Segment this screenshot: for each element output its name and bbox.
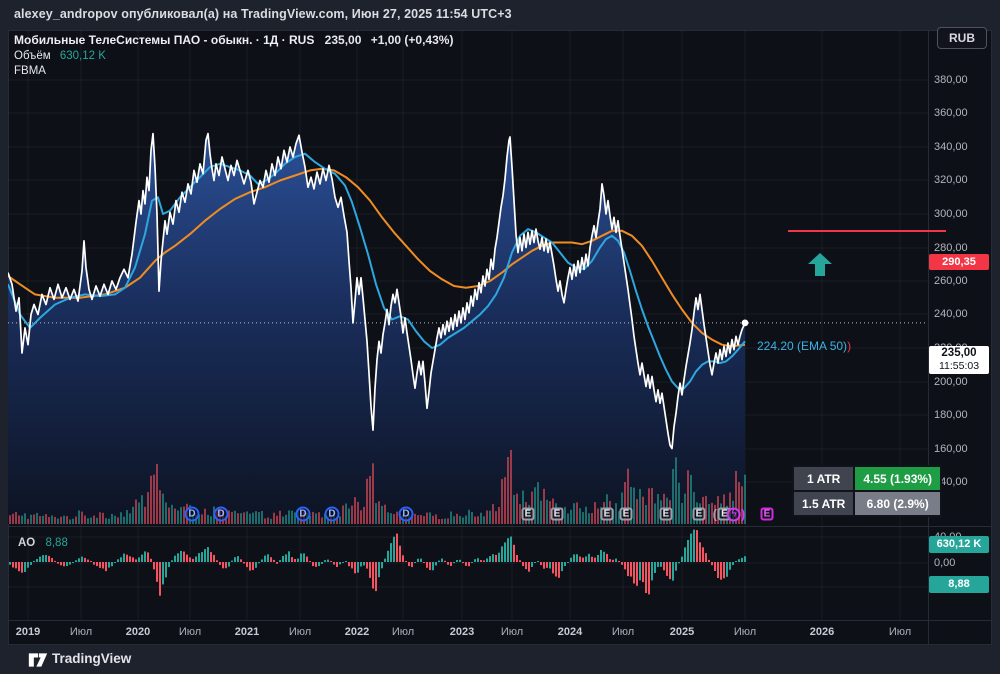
price-axis[interactable]: −40,000,0040,00140,00160,00180,00200,002… (929, 30, 992, 645)
dividend-marker[interactable]: D (295, 506, 311, 522)
tradingview-logo-text[interactable]: TradingView (52, 651, 132, 666)
time-tick-2020: 2020 (125, 626, 151, 638)
ema-extra-paren: ) (847, 339, 852, 353)
close-paren: ) (741, 506, 746, 522)
earnings-upcoming-marker[interactable]: ( E ϟ ) (713, 507, 746, 522)
earnings-marker[interactable]: E (692, 507, 706, 521)
current-price-label: 235,00 11:55:03 (929, 346, 989, 374)
price-tick: 360,00 (934, 107, 968, 119)
time-tick-Июл: Июл (178, 626, 202, 638)
ema-value-text: 224.20 (EMA 50) (757, 339, 848, 353)
price-area-fill (8, 133, 745, 524)
time-tick-2025: 2025 (669, 626, 695, 638)
volume-axis-label: 630,12 K (929, 536, 989, 553)
ao-histogram (9, 529, 746, 596)
publisher-text: alexey_andropov опубликовал(а) на Tradin… (14, 7, 512, 21)
price-tick: 140,00 (934, 476, 968, 488)
time-tick-Июл: Июл (288, 626, 312, 638)
legend-title-row: Мобильные ТелеСистемы ПАО - обыкн. · 1Д … (14, 33, 453, 47)
price-tick: 280,00 (934, 242, 968, 254)
atr1-label: 1 ATR (794, 467, 854, 490)
publisher-bar: alexey_andropov опубликовал(а) на Tradin… (0, 0, 1000, 30)
pane-separator[interactable] (8, 526, 992, 527)
price-axis-separator (928, 30, 929, 645)
atr15-label: 1.5 ATR (794, 492, 854, 515)
price-chart-canvas[interactable] (8, 30, 928, 620)
current-price-value: 235,00 (941, 347, 977, 359)
open-paren: ( (712, 506, 717, 522)
earnings-next-marker[interactable]: E (760, 507, 774, 521)
ao-pane-legend: AO 8,88 (18, 537, 68, 549)
ema-floating-label: 224.20 (EMA 50)) (757, 339, 851, 353)
earnings-marker[interactable]: E (600, 507, 614, 521)
ao-axis-label: 8,88 (929, 576, 989, 593)
lightning-icon: ϟ (727, 507, 741, 521)
dividend-marker[interactable]: D (398, 506, 414, 522)
time-tick-Июл: Июл (733, 626, 757, 638)
atr15-value: 6.80 (2.9%) (855, 492, 941, 515)
price-tick: 320,00 (934, 174, 968, 186)
dividend-marker[interactable]: D (213, 506, 229, 522)
volume-label[interactable]: Объём (14, 50, 51, 62)
time-tick-2024: 2024 (557, 626, 583, 638)
price-tick: 200,00 (934, 376, 968, 388)
attribution-bar: TradingView (0, 645, 1000, 674)
ema-slow-line (8, 167, 746, 348)
price-tick: 380,00 (934, 74, 968, 86)
atr-row-1: 1 ATR 4.55 (1.93%) (794, 467, 941, 490)
legend-indicator-fbma[interactable]: FBMA (14, 65, 46, 77)
earnings-marker[interactable]: E (619, 507, 633, 521)
volume-value: 630,12 K (59, 50, 106, 62)
time-tick-Июл: Июл (391, 626, 415, 638)
earnings-marker[interactable]: E (521, 507, 535, 521)
chart-legend: Мобильные ТелеСистемы ПАО - обыкн. · 1Д … (14, 33, 453, 77)
last-price-dot (741, 319, 749, 327)
time-tick-2022: 2022 (344, 626, 370, 638)
earnings-marker[interactable]: E (550, 507, 564, 521)
price-tick: 240,00 (934, 308, 968, 320)
atr-row-2: 1.5 ATR 6.80 (2.9%) (794, 492, 941, 515)
time-tick-Июл: Июл (611, 626, 635, 638)
time-tick-2026: 2026 (809, 626, 835, 638)
last-price: 235,00 (324, 33, 362, 47)
price-change: +1,00 (+0,43%) (370, 33, 454, 47)
price-tick: 260,00 (934, 275, 968, 287)
price-tick: 180,00 (934, 409, 968, 421)
price-tick: 300,00 (934, 208, 968, 220)
time-tick-Июл: Июл (500, 626, 524, 638)
alert-price-label[interactable]: 290,35 (929, 254, 989, 270)
time-tick-2021: 2021 (234, 626, 260, 638)
symbol-title[interactable]: Мобильные ТелеСистемы ПАО - обыкн. · 1Д … (14, 33, 315, 47)
earnings-marker[interactable]: E (659, 507, 673, 521)
atr-table[interactable]: 1 ATR 4.55 (1.93%) 1.5 ATR 6.80 (2.9%) (792, 465, 943, 517)
arrow-up-mark[interactable] (808, 253, 832, 277)
current-price-time: 11:55:03 (938, 360, 980, 372)
ao-indicator-name[interactable]: AO (18, 537, 36, 549)
time-axis[interactable]: 2019 Июл 2020 Июл 2021 Июл 2022 Июл 2023 Июл 2024 И… (8, 620, 992, 645)
tradingview-logo-icon[interactable] (28, 652, 48, 668)
currency-button[interactable]: RUB (937, 27, 987, 49)
price-tick: 160,00 (934, 443, 968, 455)
time-axis-separator (8, 620, 992, 621)
atr1-value: 4.55 (1.93%) (855, 467, 941, 490)
time-tick-Июл: Июл (69, 626, 93, 638)
time-tick-2023: 2023 (449, 626, 475, 638)
time-tick-Июл: Июл (888, 626, 912, 638)
ao-indicator-value: 8,88 (45, 537, 68, 549)
price-line (8, 132, 746, 450)
price-tick: 0,00 (934, 557, 956, 569)
legend-volume-row: Объём 630,12 K (14, 50, 453, 62)
time-tick-2019: 2019 (15, 626, 41, 638)
dividend-marker[interactable]: D (184, 506, 200, 522)
price-tick: 340,00 (934, 141, 968, 153)
dividend-marker[interactable]: D (324, 506, 340, 522)
alert-price-line[interactable] (788, 230, 946, 232)
